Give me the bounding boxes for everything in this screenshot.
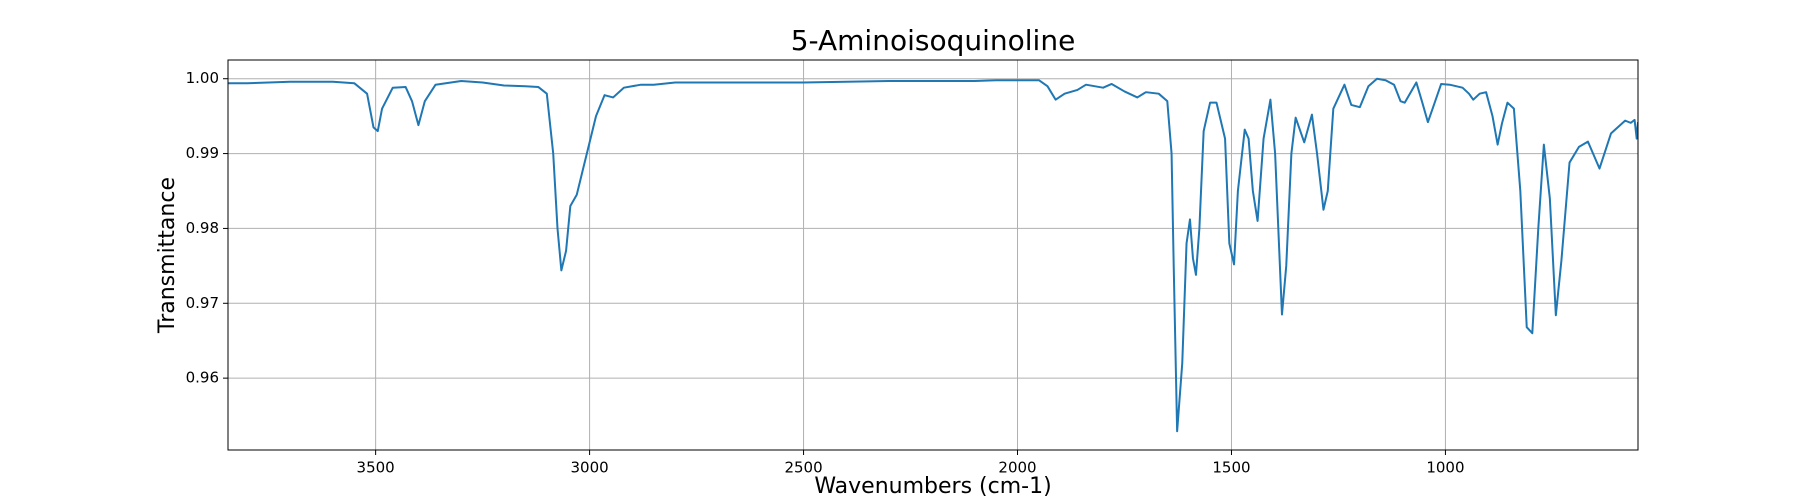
x-tick-label: 2500 bbox=[784, 459, 822, 477]
chart-title: 5-Aminoisoquinoline bbox=[791, 24, 1076, 57]
y-tick-label: 0.97 bbox=[186, 294, 219, 312]
y-tick-label: 0.99 bbox=[186, 144, 219, 162]
x-tick-label: 3500 bbox=[357, 459, 395, 477]
x-axis-label: Wavenumbers (cm-1) bbox=[814, 474, 1051, 499]
x-tick-label: 1500 bbox=[1212, 459, 1250, 477]
y-tick-label: 1.00 bbox=[186, 69, 219, 87]
x-tick-label: 1000 bbox=[1426, 459, 1464, 477]
y-tick-label: 0.98 bbox=[186, 219, 219, 237]
y-tick-label: 0.96 bbox=[186, 369, 219, 387]
y-axis-label: Transmittance bbox=[155, 177, 180, 334]
x-tick-label: 3000 bbox=[570, 459, 608, 477]
x-tick-label: 2000 bbox=[998, 459, 1036, 477]
